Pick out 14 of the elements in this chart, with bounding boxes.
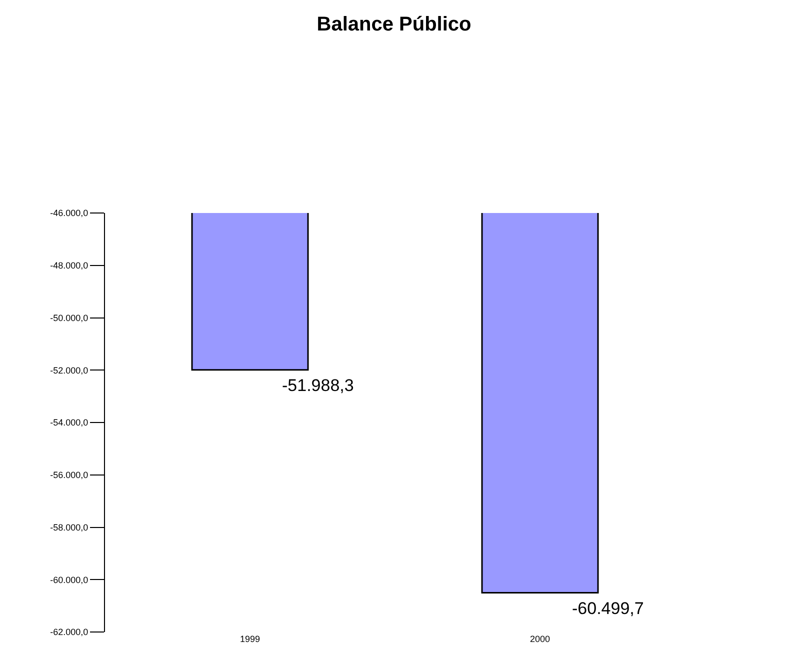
x-tick-label: 2000 xyxy=(530,634,550,644)
data-label: -60.499,7 xyxy=(572,599,644,618)
y-tick-label: -48.000,0 xyxy=(50,260,88,271)
y-tick-label: -52.000,0 xyxy=(50,365,88,376)
data-label: -51.988,3 xyxy=(282,376,354,395)
y-tick-label: -50.000,0 xyxy=(50,312,88,323)
chart-title: Balance Público xyxy=(316,14,472,36)
y-tick-label: -58.000,0 xyxy=(50,522,88,532)
y-tick-label: -54.000,0 xyxy=(50,418,88,428)
y-tick-label: -56.000,0 xyxy=(50,470,88,480)
y-tick-label: -46.000,0 xyxy=(50,208,88,218)
y-tick-label: -60.000,0 xyxy=(50,574,88,585)
y-tick-label: -62.000,0 xyxy=(50,627,88,638)
x-tick-label: 1999 xyxy=(240,634,260,644)
